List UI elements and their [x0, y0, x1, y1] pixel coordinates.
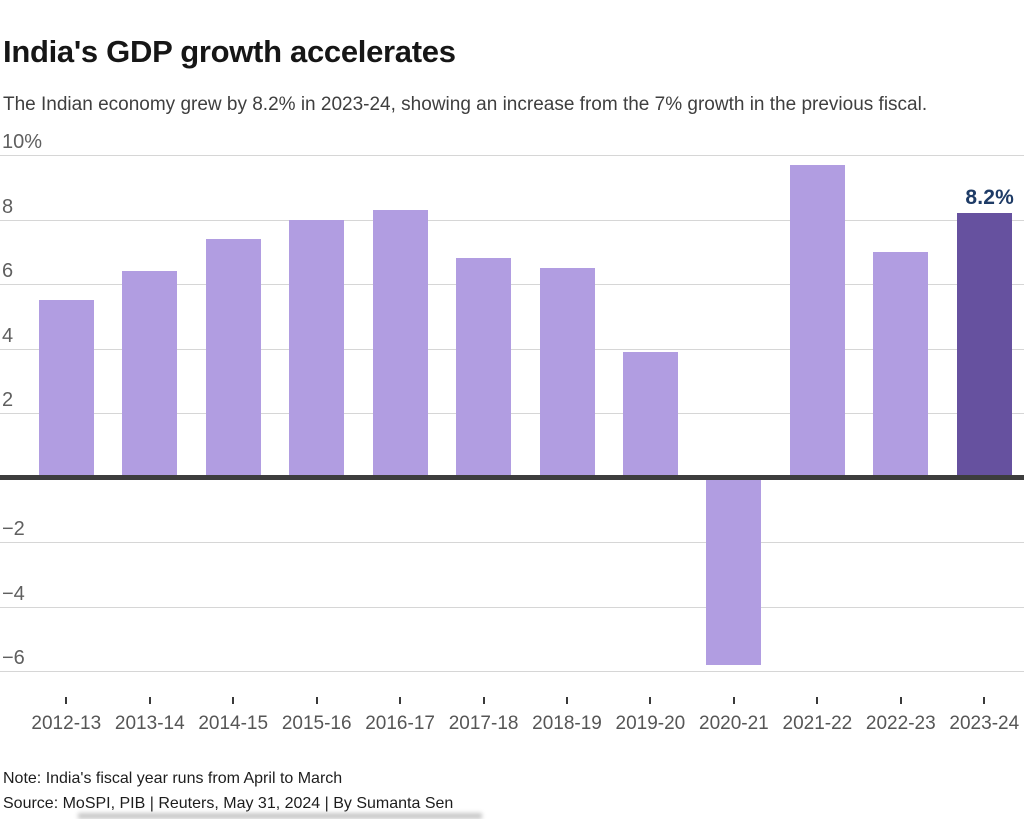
- x-tick-label-2013-14: 2013-14: [114, 713, 185, 734]
- x-tick-label-2023-24: 2023-24: [949, 713, 1020, 734]
- y-tick-label--4: −4: [2, 583, 25, 605]
- bar-2023-24: [956, 213, 1012, 475]
- gridline-4: [0, 349, 1024, 350]
- x-tick-2014-15: [232, 697, 235, 704]
- x-tick-2020-21: [732, 697, 735, 704]
- x-tick-label-2022-23: 2022-23: [865, 713, 936, 734]
- bar-2022-23: [873, 251, 929, 476]
- x-tick-label-2019-20: 2019-20: [615, 713, 686, 734]
- chart-subtitle: The Indian economy grew by 8.2% in 2023-…: [3, 94, 928, 115]
- cropped-text-artifact: [78, 813, 482, 819]
- gridline-10: [0, 155, 1024, 156]
- x-tick-label-2012-13: 2012-13: [31, 713, 102, 734]
- x-tick-2019-20: [649, 697, 652, 704]
- gridline--2: [0, 542, 1024, 543]
- gridline-8: [0, 220, 1024, 221]
- zero-axis-line: [0, 475, 1024, 480]
- y-tick-label--2: −2: [2, 518, 25, 540]
- x-tick-label-2015-16: 2015-16: [281, 713, 352, 734]
- y-tick-label-8: 8: [2, 196, 14, 218]
- bar-2016-17: [372, 209, 428, 475]
- bar-2013-14: [122, 271, 178, 475]
- x-tick-label-2020-21: 2020-21: [699, 713, 769, 734]
- x-tick-2015-16: [315, 697, 318, 704]
- gridline-6: [0, 284, 1024, 285]
- y-tick-label--6: −6: [2, 647, 25, 669]
- x-tick-label-2021-22: 2021-22: [782, 713, 853, 734]
- x-tick-2018-19: [566, 697, 568, 704]
- x-tick-label-2018-19: 2018-19: [532, 713, 602, 734]
- x-tick-2013-14: [148, 697, 151, 704]
- x-tick-2012-13: [65, 697, 68, 704]
- bar-2015-16: [289, 219, 345, 475]
- x-tick-label-2017-18: 2017-18: [448, 713, 519, 734]
- bar-2012-13: [38, 300, 94, 475]
- x-tick-2016-17: [399, 697, 402, 704]
- value-annotation: 8.2%: [965, 186, 1014, 209]
- x-tick-label-2016-17: 2016-17: [365, 713, 435, 734]
- x-tick-2017-18: [482, 697, 485, 704]
- gridline--6: [0, 671, 1024, 672]
- bar-2021-22: [789, 164, 845, 475]
- x-tick-label-2014-15: 2014-15: [198, 713, 269, 734]
- y-tick-label-6: 6: [2, 260, 14, 282]
- x-tick-2023-24: [983, 697, 986, 704]
- bar-2014-15: [205, 238, 261, 475]
- bar-2017-18: [456, 258, 512, 475]
- source-line: Source: MoSPI, PIB | Reuters, May 31, 20…: [3, 795, 454, 812]
- bar-2018-19: [539, 267, 595, 475]
- y-tick-label-4: 4: [2, 325, 14, 347]
- y-tick-label-10: 10%: [2, 131, 43, 153]
- bar-2019-20: [622, 351, 678, 475]
- chart-title: India's GDP growth accelerates: [3, 33, 456, 69]
- y-tick-label-2: 2: [2, 389, 14, 411]
- footnote: Note: India's fiscal year runs from Apri…: [3, 770, 343, 787]
- x-tick-2021-22: [816, 697, 819, 704]
- gridline-2: [0, 413, 1024, 414]
- x-tick-2022-23: [899, 697, 902, 704]
- gridline--4: [0, 607, 1024, 608]
- bar-2020-21: [706, 480, 762, 665]
